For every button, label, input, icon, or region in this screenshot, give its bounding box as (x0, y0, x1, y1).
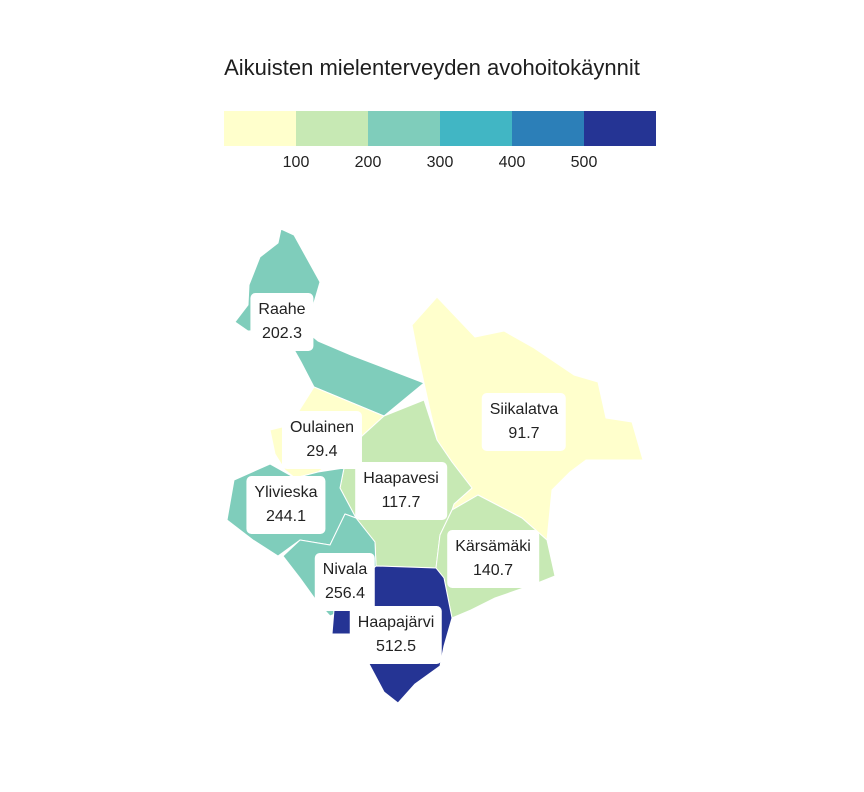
region-value: 29.4 (306, 443, 338, 460)
region-label-karsamaki: Kärsämäki 140.7 (447, 530, 539, 588)
chart-title: Aikuisten mielenterveyden avohoitokäynni… (224, 55, 640, 80)
legend-swatch (440, 111, 512, 146)
legend-swatch (584, 111, 656, 146)
color-scale-legend (224, 111, 656, 146)
region-label-siikalatva: Siikalatva 91.7 (481, 393, 567, 451)
region-name: Haapajärvi (357, 614, 435, 631)
legend-tick: 300 (426, 154, 454, 171)
region-value: 91.7 (508, 425, 540, 442)
region-name: Haapavesi (363, 470, 439, 487)
legend-swatch (224, 111, 296, 146)
region-value: 117.7 (381, 494, 421, 511)
legend-tick: 200 (354, 154, 382, 171)
region-value: 244.1 (265, 508, 307, 525)
region-label-oulainen: Oulainen 29.4 (281, 411, 363, 469)
region-name: Oulainen (289, 419, 355, 436)
region-label-haapajarvi: Haapajärvi 512.5 (349, 606, 443, 664)
region-name: Raahe (258, 301, 306, 318)
region-value: 140.7 (472, 562, 514, 579)
region-label-raahe: Raahe 202.3 (250, 293, 314, 351)
region-label-nivala: Nivala 256.4 (314, 553, 376, 611)
region-label-haapavesi: Haapavesi 117.7 (355, 462, 447, 520)
legend-swatch (296, 111, 368, 146)
legend-tick: 500 (570, 154, 598, 171)
region-name: Ylivieska (254, 484, 318, 501)
region-value: 256.4 (324, 585, 366, 602)
region-value: 202.3 (261, 325, 303, 342)
legend-tick: 400 (498, 154, 526, 171)
region-value: 512.5 (375, 638, 417, 655)
legend-swatch (512, 111, 584, 146)
legend-swatch (368, 111, 440, 146)
region-name: Kärsämäki (455, 538, 531, 555)
region-label-ylivieska: Ylivieska 244.1 (246, 476, 326, 534)
legend-tick: 100 (282, 154, 310, 171)
region-name: Nivala (322, 561, 368, 578)
region-name: Siikalatva (489, 401, 559, 418)
